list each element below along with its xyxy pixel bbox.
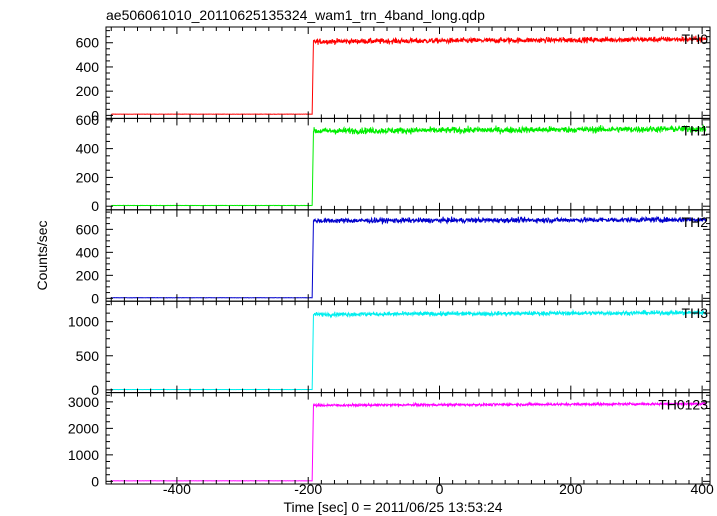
series-line-th3: [111, 308, 707, 391]
y-tick-label: 200: [76, 83, 100, 99]
series-line-th1: [111, 124, 707, 207]
series-label-th1: TH1: [682, 122, 709, 138]
y-tick-label: 600: [76, 35, 100, 51]
panel-frame: [105, 117, 711, 211]
panel-th0123: 0 1000 2000 3000 TH0123: [68, 392, 711, 489]
y-tick-label: 0: [91, 473, 99, 489]
series-line-th2: [111, 215, 707, 299]
x-tick-label: -400: [163, 481, 191, 497]
y-tick-label: 600: [76, 221, 100, 237]
series-label-th3: TH3: [682, 305, 709, 321]
panel-th3: 0 500 1000 TH3: [68, 300, 711, 398]
panel-frame: [105, 209, 711, 302]
y-tick-label: 0: [91, 290, 99, 306]
x-tick-label: -200: [294, 481, 322, 497]
series-label-th2: TH2: [682, 214, 709, 230]
series-line-th0: [111, 35, 707, 115]
y-tick-label: 0: [91, 107, 99, 123]
series-label-th0: TH0: [682, 31, 709, 47]
series-label-th0123: TH0123: [658, 397, 708, 413]
y-tick-label: 400: [76, 141, 100, 157]
panel-th0: 0 200 400 600 TH0: [76, 26, 711, 123]
y-tick-label: 0: [91, 382, 99, 398]
y-tick-label: 200: [76, 169, 100, 185]
x-tick-label: 0: [436, 481, 444, 497]
panel-frame: [105, 392, 711, 485]
y-tick-label: 400: [76, 59, 100, 75]
y-tick-label: 0: [91, 198, 99, 214]
y-tick-label: 600: [76, 112, 100, 128]
x-tick-label: 400: [690, 481, 714, 497]
series-line-th0123: [111, 401, 707, 482]
y-tick-label: 400: [76, 244, 100, 260]
panel-th2: 0 200 400 600 TH2: [76, 209, 711, 306]
x-axis-label: Time [sec] 0 = 2011/06/25 13:53:24: [283, 499, 502, 515]
y-tick-label: 1000: [68, 314, 99, 330]
panel-th1: 0 200 400 600 TH1: [76, 112, 711, 214]
y-tick-label: 2000: [68, 420, 99, 436]
y-tick-label: 200: [76, 267, 100, 283]
x-tick-label: 200: [559, 481, 583, 497]
y-tick-label: 3000: [68, 394, 99, 410]
y-axis-label: Counts/sec: [34, 220, 50, 290]
y-tick-label: 1000: [68, 447, 99, 463]
y-tick-label: 500: [76, 348, 100, 364]
chart-title: ae506061010_20110625135324_wam1_trn_4ban…: [106, 7, 485, 23]
